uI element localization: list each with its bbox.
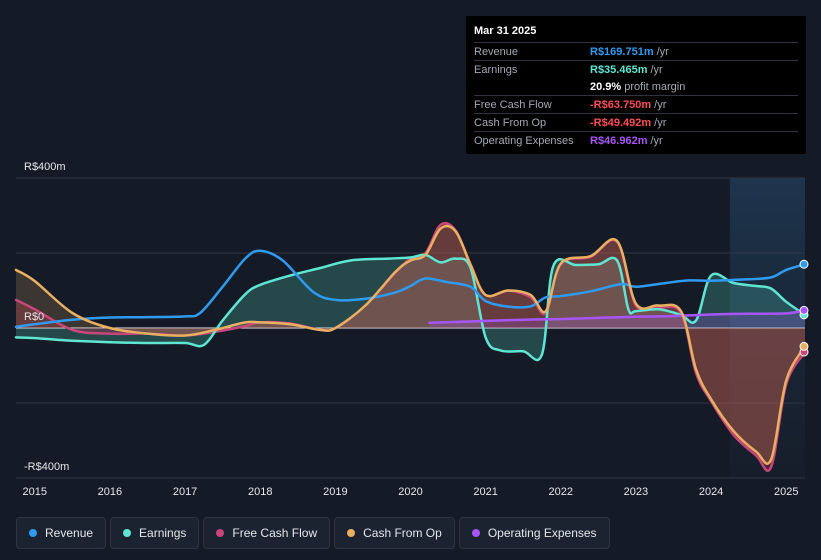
tooltip-value: R$169.751m xyxy=(590,45,654,58)
chart-legend: Revenue Earnings Free Cash Flow Cash Fro… xyxy=(16,517,610,549)
tooltip-date: Mar 31 2025 xyxy=(474,25,537,37)
tooltip-value: R$46.962m xyxy=(590,134,648,147)
x-axis-label: 2021 xyxy=(473,486,497,498)
y-axis-labels: R$400m R$0 -R$400m xyxy=(24,161,69,473)
financial-chart: R$400m R$0 -R$400m 2015 2016 2017 2018 2019 202… xyxy=(14,161,809,498)
tooltip-unit: /yr xyxy=(650,63,663,76)
tooltip-value: -R$63.750m xyxy=(590,98,652,111)
end-markers xyxy=(799,259,809,357)
tooltip-unit: /yr xyxy=(650,134,663,147)
tooltip-row-earnings: Earnings R$35.465m /yr xyxy=(474,60,798,78)
legend-dot-icon xyxy=(347,529,356,537)
x-axis-label: 2018 xyxy=(248,486,272,498)
legend-label: Revenue xyxy=(45,526,94,540)
x-axis-label: 2023 xyxy=(624,486,648,498)
area-free-cash-flow xyxy=(16,223,805,471)
x-axis-label: 2017 xyxy=(173,486,197,498)
legend-item-operating-expenses[interactable]: Operating Expenses xyxy=(458,517,610,549)
y-axis-label: R$400m xyxy=(24,161,66,173)
legend-item-earnings[interactable]: Earnings xyxy=(110,517,200,549)
y-axis-label: -R$400m xyxy=(24,461,69,473)
tooltip-row-profit-margin: 20.9% profit margin xyxy=(474,78,798,95)
tooltip-row-free-cash-flow: Free Cash Flow -R$63.750m /yr xyxy=(474,95,798,113)
tooltip-label: Operating Expenses xyxy=(474,134,574,147)
legend-label: Earnings xyxy=(139,526,187,540)
x-axis-labels: 2015 2016 2017 2018 2019 2020 2021 2022 2023 2024… xyxy=(23,486,799,498)
legend-dot-icon xyxy=(471,529,480,537)
legend-item-revenue[interactable]: Revenue xyxy=(16,517,107,549)
line-cash-from-op xyxy=(14,224,807,466)
tooltip-label: Cash From Op xyxy=(474,116,547,129)
line-operating-expenses xyxy=(428,309,807,325)
x-axis-label: 2016 xyxy=(98,486,122,498)
area-cash-from-op xyxy=(16,226,805,464)
x-axis-label: 2020 xyxy=(398,486,422,498)
line-revenue xyxy=(14,249,807,329)
x-axis-label: 2025 xyxy=(774,486,798,498)
marker-revenue xyxy=(799,259,809,269)
tooltip-unit: profit margin xyxy=(624,80,686,93)
tooltip-label: Free Cash Flow xyxy=(474,98,552,111)
legend-label: Operating Expenses xyxy=(487,526,597,540)
legend-label: Free Cash Flow xyxy=(232,526,318,540)
gridlines xyxy=(16,177,805,479)
marker-operating-expenses xyxy=(799,305,809,315)
x-axis-label: 2015 xyxy=(23,486,47,498)
legend-dot-icon xyxy=(29,529,37,537)
series-layer xyxy=(14,221,807,473)
line-earnings xyxy=(14,253,807,362)
y-axis-label: R$0 xyxy=(24,311,44,323)
legend-item-free-cash-flow[interactable]: Free Cash Flow xyxy=(203,517,331,549)
legend-label: Cash From Op xyxy=(363,526,442,540)
tooltip-value: R$35.465m xyxy=(590,63,648,76)
tooltip-label: Revenue xyxy=(474,45,519,58)
legend-dot-icon xyxy=(123,529,132,537)
legend-item-cash-from-op[interactable]: Cash From Op xyxy=(334,517,455,549)
tooltip-row-revenue: Revenue R$169.751m /yr xyxy=(474,42,798,60)
tooltip-unit: /yr xyxy=(654,98,667,111)
x-axis-label: 2024 xyxy=(699,486,723,498)
tooltip-panel: Mar 31 2025 Revenue R$169.751m /yr Earni… xyxy=(466,16,806,154)
marker-cash-from-op xyxy=(799,341,809,351)
x-axis-label: 2019 xyxy=(323,486,347,498)
x-axis-label: 2022 xyxy=(549,486,573,498)
tooltip-value: -R$49.492m xyxy=(590,116,652,129)
tooltip-value: 20.9% xyxy=(590,80,622,93)
tooltip-row-operating-expenses: Operating Expenses R$46.962m /yr xyxy=(474,131,798,149)
legend-dot-icon xyxy=(216,529,225,537)
tooltip-unit: /yr xyxy=(656,45,669,58)
tooltip-row-cash-from-op: Cash From Op -R$49.492m /yr xyxy=(474,113,798,131)
tooltip-unit: /yr xyxy=(654,116,667,129)
tooltip-label: Earnings xyxy=(474,63,518,76)
